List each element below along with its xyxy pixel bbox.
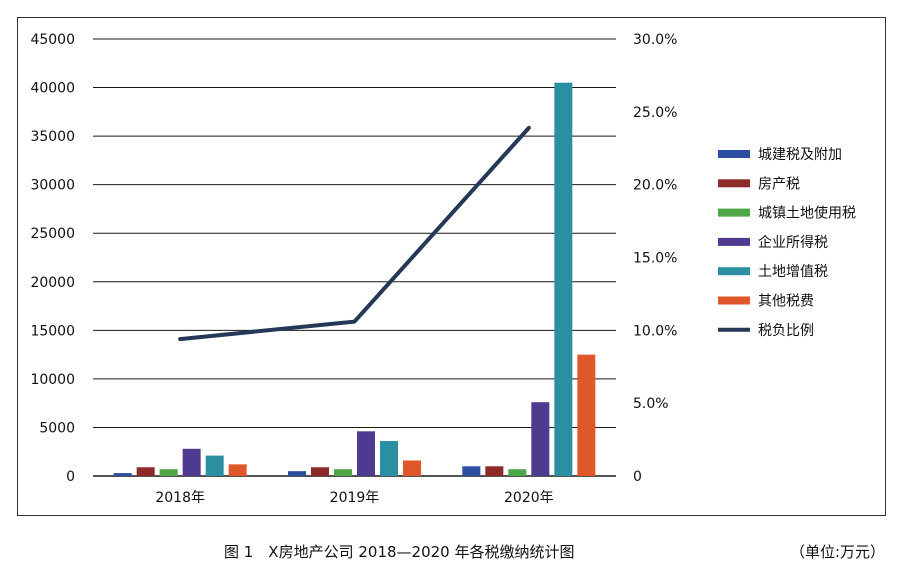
y-left-tick-label: 25000 (30, 226, 75, 242)
y-right-tick-label: 25.0% (633, 105, 677, 121)
grid-layer (93, 38, 616, 477)
bar (334, 469, 352, 476)
y-right-tick-label: 30.0% (633, 32, 677, 48)
legend-swatch (718, 237, 750, 246)
legend-label: 城建税及附加 (758, 147, 842, 163)
bar (182, 448, 201, 476)
legend-label: 城镇土地使用税 (758, 205, 856, 222)
legend-swatch (718, 208, 750, 217)
bar (357, 431, 375, 476)
bar-layer (113, 82, 596, 476)
y-right-tick-label: 0 (633, 469, 642, 485)
legend-swatch (718, 150, 750, 158)
y-left-tick-label: 20000 (30, 275, 75, 291)
bar (531, 402, 550, 476)
bar (205, 455, 224, 476)
axis-layer: 0 5000 10000 15000 20000 25000 30000 35000 40000… (30, 32, 677, 506)
legend-label: 企业所得税 (758, 234, 828, 251)
y-right-tick-label: 15.0% (633, 251, 677, 267)
bar (485, 466, 504, 476)
bar (380, 441, 398, 476)
y-left-tick-label: 45000 (30, 32, 75, 48)
y-left-tick-label: 10000 (30, 372, 75, 388)
bar (159, 469, 178, 476)
y-left-tick-label: 35000 (30, 129, 75, 145)
y-left-tick-label: 5000 (39, 420, 75, 436)
legend-swatch (718, 267, 750, 276)
x-tick-label: 2019年 (330, 490, 380, 506)
bar (288, 471, 306, 476)
legend-swatch (718, 179, 750, 188)
y-left-tick-label: 40000 (30, 81, 75, 97)
bar (311, 467, 329, 476)
legend-label: 税负比例 (758, 323, 814, 339)
chart-svg: 0 5000 10000 15000 20000 25000 30000 35000 40000… (30, 32, 856, 506)
x-tick-label: 2018年 (155, 490, 205, 506)
legend-label: 房产税 (758, 176, 800, 192)
bar (462, 466, 481, 476)
bar (577, 354, 596, 476)
unit-caption: （单位:万元） (790, 543, 886, 561)
bar (554, 82, 573, 476)
line-layer (178, 125, 531, 342)
y-left-tick-label: 30000 (30, 178, 75, 194)
x-tick-label: 2020年 (504, 490, 554, 506)
bar (508, 469, 527, 476)
legend-label: 其他税费 (758, 294, 814, 310)
figure-caption: 图 1 X房地产公司 2018—2020 年各税缴纳统计图 (224, 543, 575, 561)
bar (228, 464, 247, 476)
legend-swatch (718, 296, 750, 305)
y-left-tick-label: 15000 (30, 323, 75, 339)
tax-ratio-line (178, 125, 531, 342)
y-left-tick-label: 0 (66, 469, 75, 485)
bar (136, 467, 155, 476)
y-right-tick-label: 5.0% (633, 396, 669, 412)
y-right-tick-label: 20.0% (633, 178, 677, 194)
y-right-tick-label: 10.0% (633, 323, 677, 339)
chart-frame: 0 5000 10000 15000 20000 25000 30000 35000 40000… (17, 17, 886, 516)
legend-label: 土地增值税 (758, 264, 828, 280)
bar (113, 473, 132, 476)
bar (403, 460, 421, 476)
